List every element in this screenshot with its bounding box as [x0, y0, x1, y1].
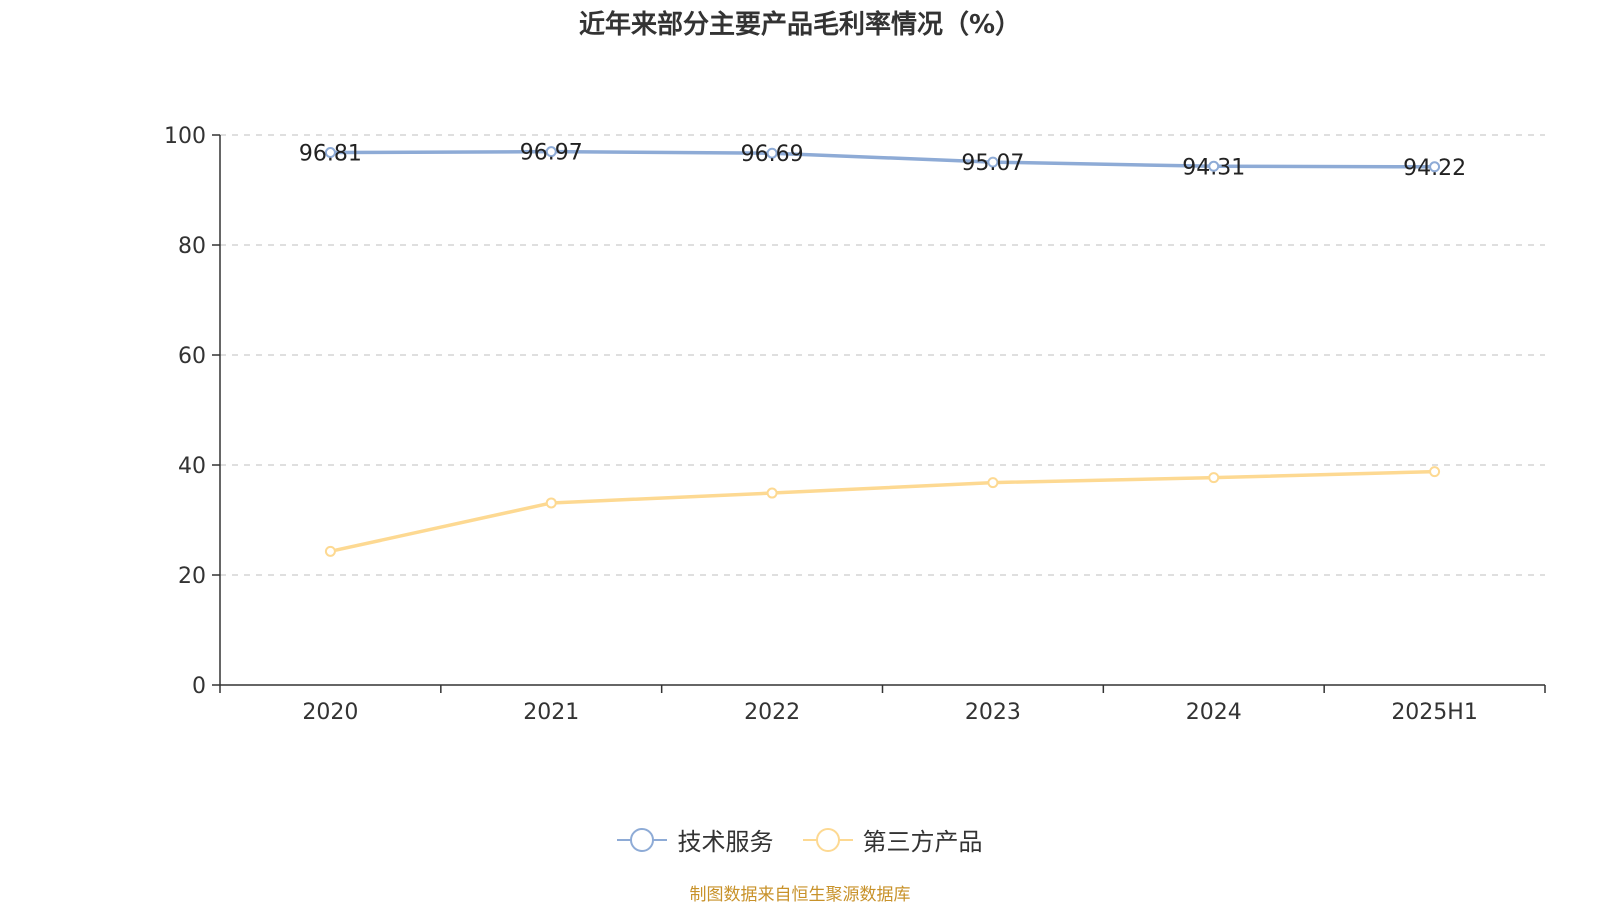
x-tick-label: 2024: [1186, 700, 1242, 725]
x-tick-label: 2022: [744, 700, 800, 725]
x-tick-label: 2025H1: [1391, 700, 1478, 725]
legend: 技术服务 第三方产品: [0, 822, 1600, 857]
chart-title: 近年来部分主要产品毛利率情况（%）: [578, 10, 1022, 40]
y-tick-label: 40: [178, 454, 206, 479]
data-label: 96.81: [299, 142, 362, 167]
y-tick-label: 20: [178, 564, 206, 589]
data-point[interactable]: [1208, 472, 1220, 484]
legend-item-series2[interactable]: 第三方产品: [802, 822, 983, 857]
data-point[interactable]: [1208, 160, 1220, 172]
data-point[interactable]: [545, 146, 557, 158]
y-tick-label: 60: [178, 344, 206, 369]
legend-circle-series1: [630, 827, 655, 852]
data-label: 96.69: [741, 142, 804, 167]
legend-label-series1: 技术服务: [677, 828, 774, 856]
legend-label-series2: 第三方产品: [862, 828, 983, 856]
source-note: 制图数据来自恒生聚源数据库: [689, 885, 911, 905]
data-point[interactable]: [545, 497, 557, 509]
data-point[interactable]: [766, 147, 778, 159]
grid-lines: [220, 134, 1545, 576]
x-tick-label: 2021: [523, 700, 579, 725]
data-point[interactable]: [766, 487, 778, 499]
legend-line-circle-icon: [617, 827, 668, 852]
data-label: 96.97: [520, 141, 583, 166]
series-line-2: [330, 469, 1435, 554]
data-point[interactable]: [1429, 161, 1441, 173]
y-tick-label: 0: [192, 674, 206, 699]
axes: 0 20 40 60 80 100 2020 2021 2022 2023 2024 2025H1: [164, 124, 1546, 725]
x-tick-label: 2020: [302, 700, 358, 725]
legend-circle-series2: [815, 827, 840, 852]
y-tick-label: 100: [164, 124, 206, 149]
data-label: 95.07: [961, 151, 1024, 176]
legend-item-series1[interactable]: 技术服务: [617, 822, 773, 857]
data-label: 94.31: [1182, 155, 1245, 180]
x-tick-label: 2023: [965, 700, 1021, 725]
y-tick-label: 80: [178, 234, 206, 259]
series-lines: [324, 146, 1441, 557]
data-point[interactable]: [1429, 466, 1441, 478]
data-point[interactable]: [324, 545, 336, 557]
data-labels: 96.81 96.97 96.69 95.07 94.31 94.22: [299, 141, 1466, 181]
data-point[interactable]: [987, 156, 999, 168]
legend-line-circle-icon: [802, 827, 853, 852]
data-label: 94.22: [1403, 156, 1466, 181]
data-point[interactable]: [324, 147, 336, 159]
series-line-1: [330, 149, 1435, 169]
data-point[interactable]: [987, 477, 999, 489]
